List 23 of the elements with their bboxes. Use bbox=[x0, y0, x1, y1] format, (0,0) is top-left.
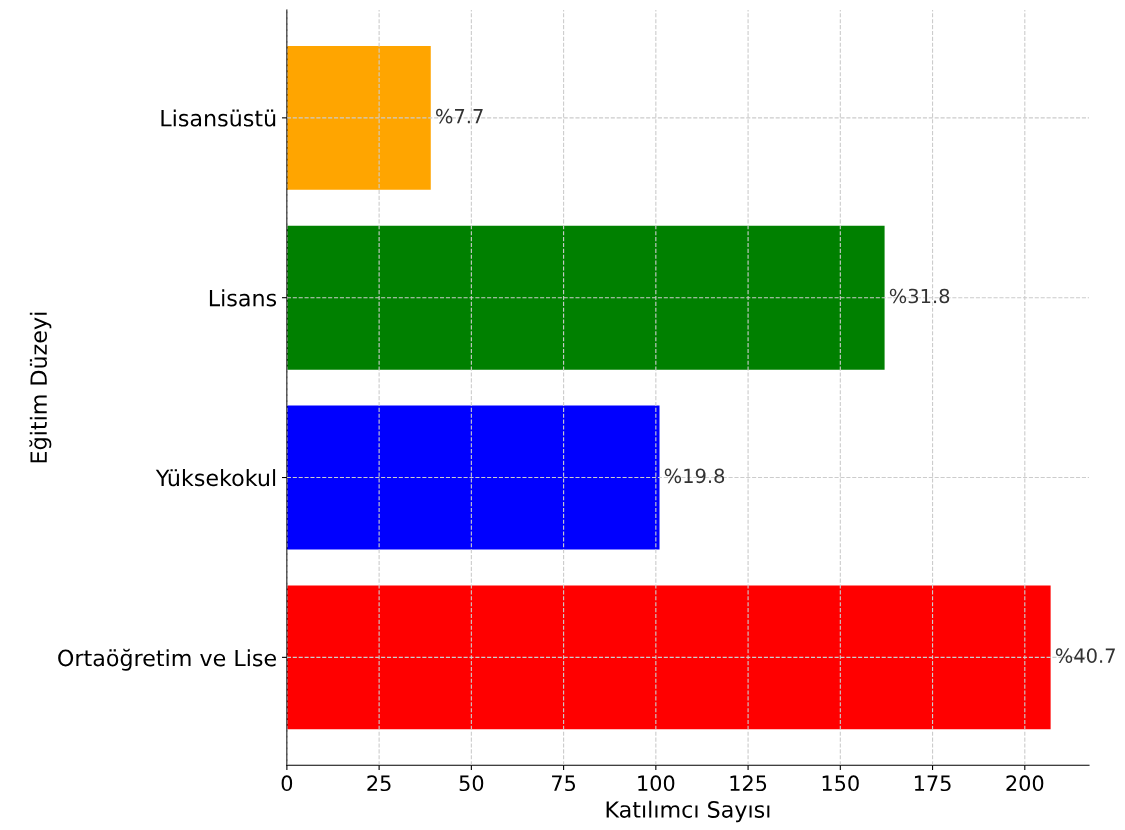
x-tick-label: 100 bbox=[638, 775, 675, 792]
x-tick-label: 0 bbox=[281, 775, 293, 792]
y-tick-label: Ortaöğretim ve Lise bbox=[58, 648, 276, 671]
x-tick-label: 125 bbox=[730, 775, 767, 792]
x-tick-label: 75 bbox=[552, 775, 576, 792]
bar bbox=[286, 405, 660, 550]
x-tick-label: 200 bbox=[1006, 775, 1044, 792]
x-tick-label: 25 bbox=[367, 775, 391, 792]
y-axis-title: Eğitim Düzeyi bbox=[29, 312, 52, 463]
y-tick-label: Yüksekokul bbox=[155, 469, 276, 487]
x-tick-label: 150 bbox=[822, 775, 859, 792]
bar bbox=[286, 45, 431, 190]
bar bbox=[286, 225, 885, 370]
annotation: %19.8 bbox=[664, 468, 725, 484]
bar bbox=[286, 585, 1051, 730]
x-axis-title: Katılımcı Sayısı bbox=[606, 800, 770, 823]
annotation: %31.8 bbox=[889, 288, 950, 304]
annotation: %40.7 bbox=[1055, 648, 1115, 663]
y-tick-label: Lisansüstü bbox=[161, 109, 276, 127]
x-tick-label: 175 bbox=[914, 775, 951, 792]
x-tick-label: 50 bbox=[459, 775, 484, 792]
y-tick-label: Lisans bbox=[209, 289, 277, 307]
annotation: %7.7 bbox=[436, 108, 483, 124]
